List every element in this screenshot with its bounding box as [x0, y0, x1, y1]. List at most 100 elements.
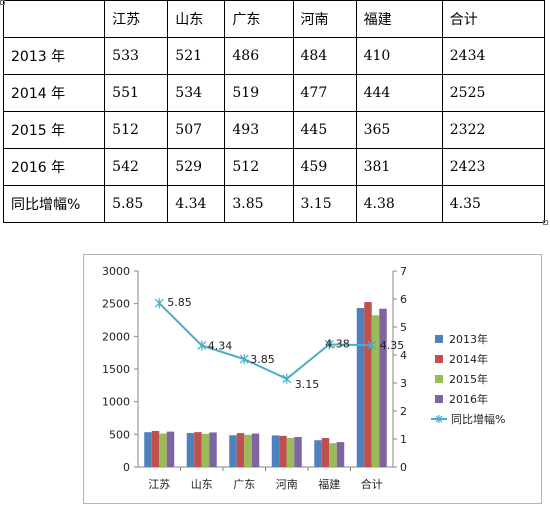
table-cell: 512: [104, 111, 169, 149]
x-category-label: 河南: [276, 478, 298, 491]
table-cell: 459: [292, 148, 357, 186]
legend-swatch: [435, 395, 443, 403]
row-label-cell: 2014 年: [2, 74, 106, 112]
data-table: 江苏 山东 广东 河南 福建 合计 2013 年 533 521 486 484 410 2434 201…: [2, 0, 546, 223]
y2-tick-label: 3: [400, 377, 407, 390]
table-cell: 493: [224, 111, 294, 149]
legend-swatch: [435, 355, 443, 363]
table-cell: 2322: [441, 111, 546, 149]
legend-line-marker: [435, 415, 443, 423]
line-point-marker: [197, 340, 207, 351]
legend-label: 2013年: [449, 332, 488, 346]
bar: [201, 433, 210, 467]
legend-swatch: [435, 375, 443, 383]
header-cell: 广东: [224, 0, 294, 38]
row-label-cell: 2016 年: [2, 148, 106, 186]
y2-tick-label: 6: [400, 293, 407, 306]
line-data-label: 5.85: [167, 296, 192, 309]
table-cell: 5.85: [104, 185, 169, 223]
cell-corner-marker: [543, 220, 548, 225]
bar: [236, 433, 245, 467]
line-point-marker: [324, 339, 334, 350]
table-cell: 507: [167, 111, 226, 149]
table-cell: 4.38: [355, 185, 443, 223]
table-cell: 4.35: [441, 185, 546, 223]
y-tick-label: 1500: [102, 363, 130, 376]
table-cell: 2423: [441, 148, 546, 186]
bar: [371, 315, 380, 467]
y-tick-label: 500: [109, 428, 130, 441]
legend-swatch: [435, 335, 443, 343]
table-header-row: 江苏 山东 广东 河南 福建 合计: [2, 0, 546, 38]
bar: [229, 435, 237, 467]
bar: [364, 302, 372, 467]
chart-svg: 0 500 1000 1500 2000 2500 3000 0 1 2 3 4 5 6 7 江苏 山东 广东 河南…: [102, 265, 505, 491]
table-cell: 3.85: [224, 185, 294, 223]
bar: [251, 433, 260, 467]
y2-tick-label: 7: [400, 265, 407, 278]
bar: [294, 437, 302, 467]
table-cell: 477: [292, 74, 357, 112]
line-data-label: 4.38: [325, 337, 350, 350]
bar: [286, 437, 295, 467]
bar: [271, 435, 280, 467]
growth-line: [158, 302, 372, 380]
header-cell: 河南: [292, 0, 357, 38]
header-cell: 合计: [441, 0, 546, 38]
line-point-marker: [367, 340, 377, 351]
line-data-label: 3.85: [250, 353, 275, 366]
line-data-label: 3.15: [295, 378, 320, 391]
y2-tick-label: 4: [400, 349, 407, 362]
bar: [194, 432, 202, 467]
x-category-label: 山东: [191, 478, 213, 491]
table-cell: 445: [292, 111, 357, 149]
table-cell: 533: [104, 37, 169, 75]
table-cell: 519: [224, 74, 294, 112]
y2-tick-label: 0: [400, 461, 407, 474]
table-cell: 534: [167, 74, 226, 112]
table-row: 2015 年 512 507 493 445 365 2322: [2, 111, 546, 149]
combo-chart: 0 500 1000 1500 2000 2500 3000 0 1 2 3 4 5 6 7 江苏 山东 广东 河南…: [83, 254, 542, 504]
table-row: 2013 年 533 521 486 484 410 2434: [2, 37, 546, 75]
legend-label: 同比增幅%: [451, 412, 505, 426]
table-row: 2014 年 551 534 519 477 444 2525: [2, 74, 546, 112]
table-cell: 512: [224, 148, 294, 186]
bar: [379, 308, 387, 467]
row-label-cell: 2013 年: [2, 37, 106, 75]
legend-label: 2016年: [449, 392, 488, 406]
table-cell: 3.15: [292, 185, 357, 223]
table-row: 2016 年 542 529 512 459 381 2423: [2, 148, 546, 186]
x-category-label: 福建: [318, 477, 340, 491]
legend-label: 2014年: [449, 352, 488, 366]
bar: [244, 434, 252, 467]
header-cell: 山东: [167, 0, 226, 38]
bar: [186, 432, 195, 467]
y-tick-label: 2000: [102, 330, 130, 343]
row-label-cell: 2015 年: [2, 111, 106, 149]
table-cell: 2434: [441, 37, 546, 75]
bar: [151, 431, 160, 467]
table-cell: 381: [355, 148, 443, 186]
line-point-marker: [282, 373, 292, 384]
table-cell: 551: [104, 74, 169, 112]
bar: [314, 440, 322, 467]
bar: [159, 433, 167, 467]
table-cell: 2525: [441, 74, 546, 112]
table-cell: 410: [355, 37, 443, 75]
bar: [321, 437, 330, 467]
bar: [279, 435, 287, 467]
header-cell: 福建: [355, 0, 443, 38]
y2-tick-label: 2: [400, 405, 407, 418]
line-data-label: 4.35: [380, 339, 405, 352]
bar: [166, 431, 175, 467]
x-category-label: 江苏: [148, 478, 170, 491]
x-category-label: 广东: [233, 478, 255, 491]
bar: [144, 432, 152, 467]
header-cell: 江苏: [104, 0, 169, 38]
y-tick-label: 3000: [102, 265, 130, 278]
line-data-label: 4.34: [208, 339, 233, 352]
table-row: 同比增幅% 5.85 4.34 3.85 3.15 4.38 4.35: [2, 185, 546, 223]
x-category-label: 合计: [361, 477, 383, 491]
table-cell: 486: [224, 37, 294, 75]
bar: [336, 442, 345, 467]
